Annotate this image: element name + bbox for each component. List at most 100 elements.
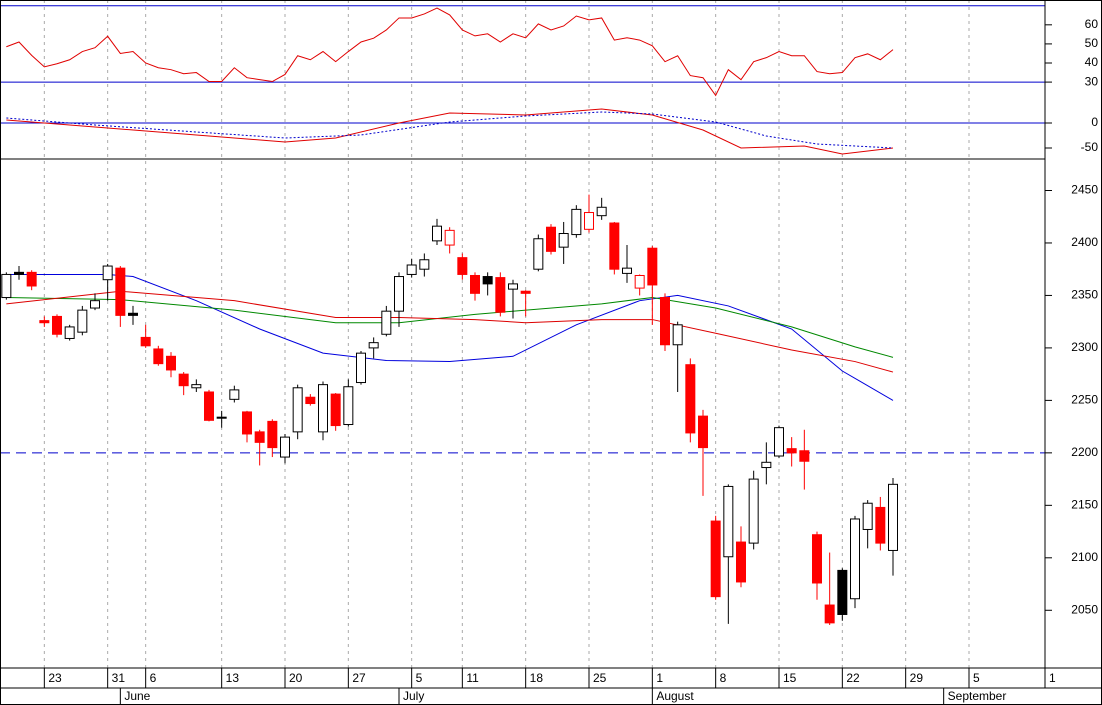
candle-body — [888, 483, 898, 551]
month-label: July — [403, 689, 424, 703]
candle-body — [786, 448, 797, 454]
candle-body — [292, 387, 303, 433]
candle-body — [356, 352, 366, 384]
candle-body — [596, 206, 607, 217]
x-tick-label: 25 — [593, 671, 607, 685]
y-tick-label: 50 — [1085, 36, 1099, 50]
candle-body — [520, 290, 531, 294]
candle-body — [330, 393, 341, 427]
x-tick-label: 20 — [289, 671, 303, 685]
candle-body — [166, 355, 176, 371]
candle-body — [698, 415, 708, 449]
candle-body — [77, 309, 88, 333]
candle-body — [875, 506, 886, 544]
candle-body — [723, 485, 734, 558]
x-tick-label: 27 — [352, 671, 366, 685]
candle-body — [495, 277, 506, 313]
x-tick-label: 1 — [1049, 671, 1056, 685]
candle-body — [254, 431, 265, 443]
candle-body — [533, 238, 544, 270]
candle-body — [343, 386, 354, 426]
candle-body — [242, 411, 252, 435]
x-tick-label: 13 — [226, 671, 240, 685]
x-tick-label: 11 — [466, 671, 479, 685]
y-tick-label: 2400 — [1071, 235, 1098, 249]
candle-body — [90, 300, 100, 309]
y-tick-label: 2100 — [1071, 550, 1098, 564]
candle-body — [64, 326, 75, 339]
y-tick-label: 60 — [1085, 17, 1099, 31]
candle-body — [432, 225, 442, 242]
y-tick-label: 2050 — [1071, 602, 1098, 616]
candle-body — [546, 226, 556, 252]
candle-body — [191, 384, 202, 389]
candle-body — [862, 502, 873, 530]
candle-body — [634, 274, 645, 289]
x-tick-label: 1 — [656, 671, 663, 685]
month-label: August — [656, 689, 694, 703]
candle-body — [571, 208, 582, 236]
candle-body — [609, 222, 620, 270]
candle-body — [1, 273, 12, 299]
candle-body — [128, 312, 138, 316]
candle-body — [824, 604, 835, 624]
x-tick-label: 15 — [783, 671, 797, 685]
candle-body — [672, 324, 683, 346]
candle-body — [204, 391, 214, 421]
candle-body — [748, 478, 759, 544]
candle-body — [368, 342, 379, 349]
y-tick-label: 2150 — [1071, 498, 1098, 512]
candle-body — [850, 518, 860, 600]
line-series — [6, 7, 894, 97]
x-tick-label: 31 — [112, 671, 126, 685]
candle-body — [153, 348, 164, 365]
line-series — [6, 108, 894, 155]
y-tick-label: 2250 — [1071, 393, 1098, 407]
y-tick-label: 2450 — [1071, 183, 1098, 197]
candle-body — [229, 389, 240, 400]
x-tick-label: 6 — [150, 671, 157, 685]
candle-body — [406, 264, 417, 275]
candle-body — [140, 336, 151, 347]
candle-body — [115, 267, 126, 316]
candle-body — [318, 384, 328, 433]
candle-body — [685, 364, 696, 434]
month-label: September — [948, 689, 1007, 703]
y-tick-label: 2200 — [1071, 445, 1098, 459]
y-tick-label: 2300 — [1071, 340, 1098, 354]
line-series — [6, 273, 894, 401]
candle-body — [647, 247, 658, 286]
candle-body — [14, 271, 24, 275]
x-tick-label: 23 — [48, 671, 62, 685]
candle-body — [26, 271, 37, 287]
y-tick-label: 0 — [1091, 115, 1098, 129]
candle-body — [799, 450, 810, 462]
candle-body — [178, 373, 189, 387]
candle-body — [102, 265, 113, 281]
candle-body — [381, 310, 392, 335]
candle-body — [39, 320, 50, 324]
candle-body — [216, 416, 227, 419]
candle-body — [52, 315, 62, 335]
candle-body — [584, 212, 594, 230]
line-series — [6, 297, 894, 358]
candle-body — [280, 436, 290, 458]
candle-body — [394, 276, 404, 312]
candle-body — [267, 420, 278, 449]
candle-body — [482, 276, 493, 285]
line-series — [6, 111, 894, 149]
line-series — [6, 290, 894, 373]
y-tick-label: -50 — [1081, 140, 1099, 154]
candle-body — [457, 257, 468, 275]
candle-body — [736, 541, 746, 583]
candle-body — [419, 259, 430, 270]
candle-body — [710, 520, 721, 598]
candle-body — [508, 283, 518, 290]
x-tick-label: 8 — [720, 671, 727, 685]
month-label: June — [124, 689, 150, 703]
y-tick-label: 2350 — [1071, 288, 1098, 302]
x-tick-label: 5 — [416, 671, 423, 685]
y-tick-label: 40 — [1085, 55, 1099, 69]
